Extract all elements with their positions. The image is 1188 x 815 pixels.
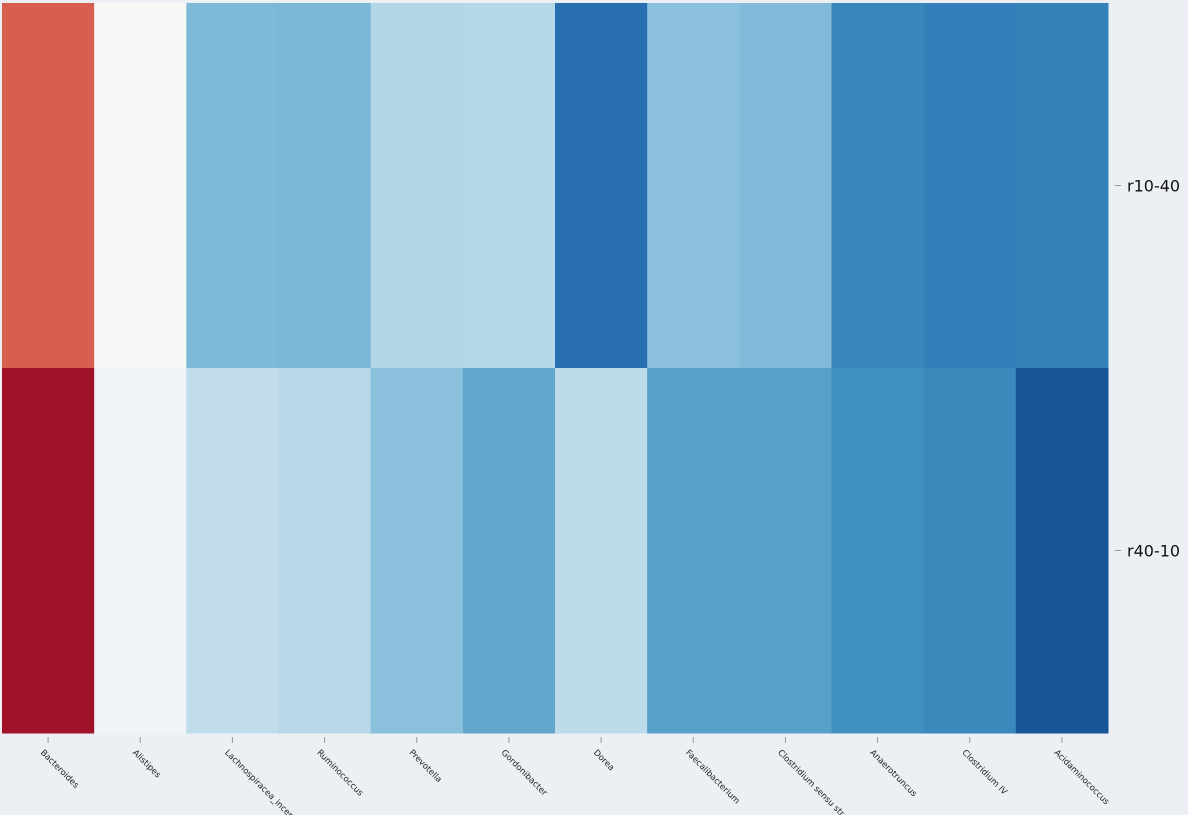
x-tick-label: Gordonibacter bbox=[499, 748, 549, 798]
x-tick-label: Acidaminococcus bbox=[1052, 748, 1111, 807]
heatmap-cell bbox=[647, 368, 740, 734]
x-tick-label: Bacteroides bbox=[38, 748, 81, 791]
heatmap-cell bbox=[370, 368, 464, 734]
heatmap-cell bbox=[923, 368, 1017, 734]
heatmap-cell bbox=[462, 3, 556, 369]
x-tick-label: Clostridium sensu str bbox=[775, 748, 846, 815]
x-tick-label: Dorea bbox=[591, 748, 616, 773]
heatmap-cell bbox=[831, 368, 925, 734]
heatmap-cell bbox=[555, 3, 648, 369]
x-tick-label: Ruminococcus bbox=[314, 748, 365, 799]
heatmap-cell bbox=[370, 3, 464, 369]
heatmap-cell bbox=[2, 368, 95, 734]
x-tick-label: Alistipes bbox=[130, 748, 163, 781]
heatmap-cell bbox=[739, 3, 832, 369]
heatmap-cell bbox=[739, 368, 832, 734]
heatmap-cell bbox=[555, 368, 648, 734]
y-tick-label: r40-10 bbox=[1127, 542, 1180, 561]
heatmap-cell bbox=[923, 3, 1017, 369]
y-tick-label: r10-40 bbox=[1127, 177, 1180, 196]
heatmap-cell bbox=[94, 3, 187, 369]
heatmap-cell bbox=[462, 368, 556, 734]
heatmap-cell bbox=[647, 3, 740, 369]
heatmap-cell bbox=[186, 3, 279, 369]
heatmap-cell bbox=[278, 3, 372, 369]
x-tick-label: Anaerotruncus bbox=[867, 748, 918, 799]
heatmap-cell bbox=[1015, 3, 1109, 369]
heatmap-cell bbox=[186, 368, 279, 734]
heatmap-cell bbox=[2, 3, 95, 369]
heatmap-cell bbox=[831, 3, 925, 369]
x-tick-label: Faecalibacterium bbox=[683, 748, 741, 806]
x-tick-label: Clostridium IV bbox=[960, 748, 1009, 797]
x-tick-label: Lachnospiracea_incer bbox=[222, 748, 294, 815]
heatmap-cell bbox=[94, 368, 187, 734]
x-tick-label: Prevotella bbox=[407, 748, 444, 785]
heatmap-cell bbox=[278, 368, 372, 734]
heatmap-cell bbox=[1015, 368, 1109, 734]
